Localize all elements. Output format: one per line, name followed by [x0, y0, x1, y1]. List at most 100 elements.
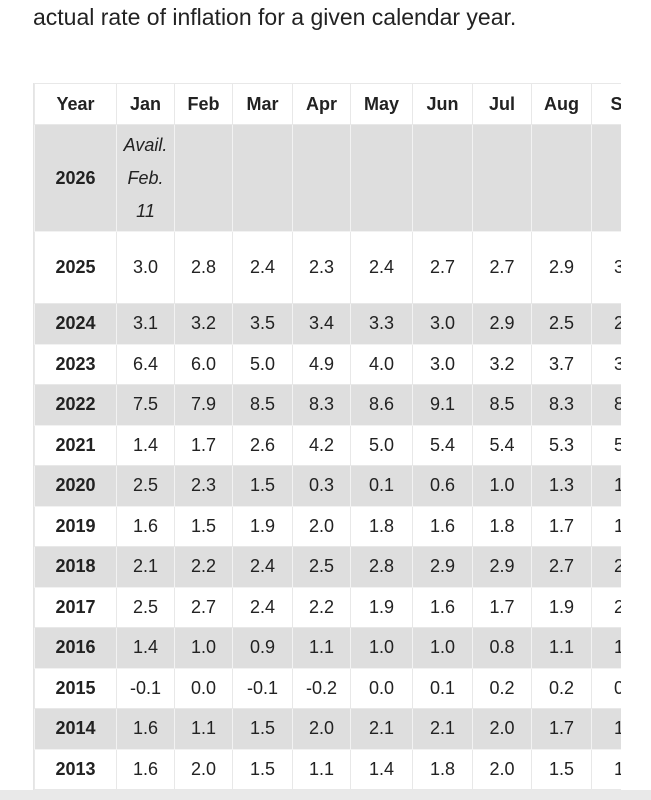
year-cell: 2020	[34, 465, 117, 507]
header-cell: Aug	[531, 83, 592, 125]
value-cell: -0.1	[116, 667, 175, 709]
value-cell: 1.5	[174, 505, 233, 547]
value-cell: 2.	[591, 303, 621, 345]
value-cell: 2.7	[174, 586, 233, 628]
bottom-bar	[0, 790, 651, 800]
value-cell: 3.0	[116, 231, 175, 304]
year-cell: 2024	[34, 303, 117, 345]
value-cell: 1.0	[412, 627, 473, 669]
value-cell: 4.0	[350, 343, 413, 385]
value-cell: 3.2	[472, 343, 532, 385]
value-cell: 2.3	[292, 231, 351, 304]
year-cell: 2014	[34, 708, 117, 750]
value-cell: 1.7	[174, 424, 233, 466]
value-cell: 2.6	[232, 424, 293, 466]
value-cell: 5.0	[350, 424, 413, 466]
value-cell: 2.7	[531, 546, 592, 588]
value-cell	[591, 124, 621, 232]
table-container: YearJanFebMarAprMayJunJulAugSe 2026Avail…	[33, 83, 621, 790]
year-cell: 2015	[34, 667, 117, 709]
value-cell: 0.6	[412, 465, 473, 507]
value-cell: 5.4	[412, 424, 473, 466]
value-cell: 0.	[591, 667, 621, 709]
value-cell: 1.6	[116, 708, 175, 750]
value-cell: 8.	[591, 384, 621, 426]
value-cell: 2.7	[412, 231, 473, 304]
value-cell: 8.3	[292, 384, 351, 426]
value-cell: 0.3	[292, 465, 351, 507]
year-cell: 2021	[34, 424, 117, 466]
value-cell: 2.0	[472, 708, 532, 750]
value-cell: 4.9	[292, 343, 351, 385]
value-cell: 1.	[591, 748, 621, 790]
value-cell: 2.8	[174, 231, 233, 304]
value-cell: 1.8	[412, 748, 473, 790]
value-cell: 1.	[591, 465, 621, 507]
value-cell: 1.8	[350, 505, 413, 547]
value-cell: 7.9	[174, 384, 233, 426]
year-cell: 2013	[34, 748, 117, 790]
value-cell: 2.8	[350, 546, 413, 588]
value-cell: 0.8	[472, 627, 532, 669]
value-cell: 2.5	[116, 465, 175, 507]
value-cell: 2.2	[292, 586, 351, 628]
year-cell: 2018	[34, 546, 117, 588]
header-cell: Se	[591, 83, 621, 125]
header-cell: May	[350, 83, 413, 125]
value-cell: 1.6	[116, 505, 175, 547]
value-cell	[472, 124, 532, 232]
value-cell: 2.5	[292, 546, 351, 588]
inflation-table: YearJanFebMarAprMayJunJulAugSe 2026Avail…	[34, 83, 621, 790]
value-cell: 1.	[591, 708, 621, 750]
value-cell: Avail. Feb. 11	[116, 124, 175, 232]
value-cell: 1.5	[232, 708, 293, 750]
value-cell: 3.	[591, 231, 621, 304]
value-cell: 0.2	[472, 667, 532, 709]
value-cell: 6.0	[174, 343, 233, 385]
value-cell: 3.5	[232, 303, 293, 345]
header-cell: Jan	[116, 83, 175, 125]
value-cell: 1.1	[174, 708, 233, 750]
table-row: 2026 Avail. Feb. 11	[34, 124, 621, 232]
header-cell: Jun	[412, 83, 473, 125]
value-cell: 1.1	[292, 748, 351, 790]
header-cell: Mar	[232, 83, 293, 125]
value-cell: 3.0	[412, 343, 473, 385]
year-cell: 2019	[34, 505, 117, 547]
value-cell: 2.1	[350, 708, 413, 750]
value-cell: 2.	[591, 546, 621, 588]
value-cell: 1.6	[412, 505, 473, 547]
value-cell: 1.9	[350, 586, 413, 628]
value-cell: 5.3	[531, 424, 592, 466]
value-cell: 3.	[591, 343, 621, 385]
value-cell: 3.4	[292, 303, 351, 345]
value-cell: 0.1	[412, 667, 473, 709]
value-cell: 1.8	[472, 505, 532, 547]
value-cell: 2.9	[531, 231, 592, 304]
value-cell: 1.7	[531, 505, 592, 547]
value-cell: 1.5	[531, 748, 592, 790]
header-row: YearJanFebMarAprMayJunJulAugSe	[34, 83, 621, 125]
value-cell: 8.6	[350, 384, 413, 426]
value-cell: 2.0	[174, 748, 233, 790]
value-cell: 2.4	[232, 586, 293, 628]
value-cell: 1.4	[350, 748, 413, 790]
value-cell: 2.9	[472, 546, 532, 588]
value-cell: 2.	[591, 586, 621, 628]
value-cell: 2.4	[232, 546, 293, 588]
value-cell: 5.4	[472, 424, 532, 466]
value-cell: 1.3	[531, 465, 592, 507]
value-cell: 1.6	[116, 748, 175, 790]
value-cell: 1.0	[472, 465, 532, 507]
value-cell: 1.5	[232, 748, 293, 790]
value-cell: 2.3	[174, 465, 233, 507]
value-cell: 3.7	[531, 343, 592, 385]
